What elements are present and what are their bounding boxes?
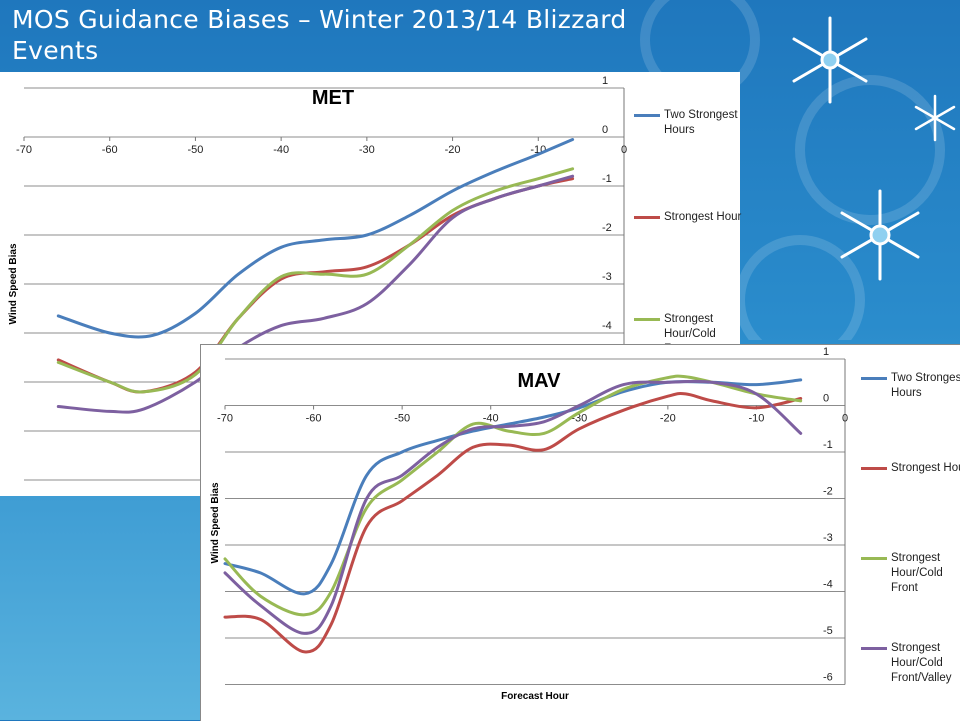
y-tick-label: -3 <box>602 271 612 283</box>
legend-swatch <box>861 467 887 470</box>
series-line <box>223 374 803 617</box>
x-tick-label: -50 <box>394 413 410 425</box>
x-tick-label: -20 <box>660 413 676 425</box>
y-tick-label: -1 <box>602 173 612 185</box>
x-axis-label: Forecast Hour <box>501 691 569 702</box>
chart-title: MET <box>312 87 354 109</box>
legend-label: Strongest Hour/Cold Front/Valley <box>891 642 952 684</box>
series-line <box>56 138 575 339</box>
legend-label: Two Strongest Hours <box>664 109 738 136</box>
legend-swatch <box>634 114 660 117</box>
x-tick-label: 0 <box>842 413 848 425</box>
y-tick-label: 1 <box>823 346 829 358</box>
legend-swatch <box>861 557 887 560</box>
met-chart: -70 -60 -50 -40 -30 -20 -10 010-1-2-3-4METWind … <box>8 75 627 481</box>
x-tick-label: 0 <box>621 144 627 156</box>
y-tick-label: 1 <box>602 75 608 87</box>
mav-chart: -70 -60 -50 -40 -30 -20 -10 010-1-2-3-4-5-6MAVW… <box>210 346 848 702</box>
x-tick-label: -50 <box>187 144 203 156</box>
series-line <box>56 167 575 394</box>
series-line <box>56 174 575 414</box>
y-tick-label: 0 <box>823 393 829 405</box>
y-tick-label: 0 <box>602 124 608 136</box>
y-axis-label: Wind Speed Bias <box>210 482 221 563</box>
y-tick-label: -4 <box>602 320 612 332</box>
y-tick-label: -3 <box>823 532 833 544</box>
y-tick-label: -2 <box>602 222 612 234</box>
x-tick-label: -10 <box>748 413 764 425</box>
legend-swatch <box>861 377 887 380</box>
mav-legend: Two Strongest Hours Strongest Hour Stronge… <box>861 371 960 721</box>
slide-title: MOS Guidance Biases – Winter 2013/14 Bli… <box>12 5 627 65</box>
y-tick-label: -4 <box>823 579 833 591</box>
legend-label: Strongest Hour <box>891 462 960 474</box>
legend-swatch <box>634 216 660 219</box>
x-tick-label: -20 <box>445 144 461 156</box>
legend-label: Strongest Hour/Cold Front <box>664 313 716 355</box>
legend-label: Two Strongest Hours <box>891 372 960 399</box>
legend-swatch <box>634 318 660 321</box>
x-tick-label: -60 <box>306 413 322 425</box>
x-tick-label: -70 <box>16 144 32 156</box>
y-tick-label: -1 <box>823 439 833 451</box>
y-axis-label: Wind Speed Bias <box>8 243 19 324</box>
x-tick-label: -40 <box>273 144 289 156</box>
x-tick-label: -70 <box>217 413 233 425</box>
chart-title: MAV <box>518 370 562 392</box>
x-tick-label: -30 <box>359 144 375 156</box>
legend-label: Strongest Hour <box>664 211 742 223</box>
mav-chart-panel: -70 -60 -50 -40 -30 -20 -10 0 1 0 -1 -2 -3 -4 -5 -6 MAV W… <box>200 344 960 721</box>
legend-label: Strongest Hour/Cold Front <box>891 552 943 594</box>
series-line <box>223 379 803 635</box>
y-tick-label: -5 <box>823 625 833 637</box>
y-tick-label: -6 <box>823 672 833 684</box>
y-tick-label: -2 <box>823 486 833 498</box>
x-tick-label: -60 <box>102 144 118 156</box>
series-line <box>223 392 803 654</box>
x-tick-label: -40 <box>483 413 499 425</box>
legend-swatch <box>861 647 887 650</box>
snowflake-decoration <box>640 0 956 340</box>
